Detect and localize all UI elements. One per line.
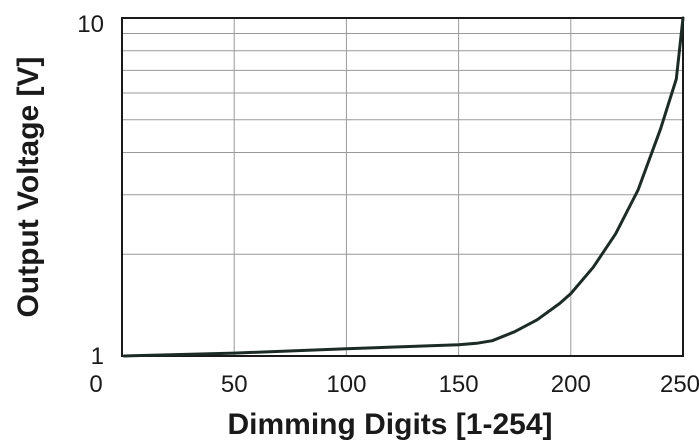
x-axis-title: Dimming Digits [1-254]: [227, 408, 552, 441]
y-tick-label: 1: [91, 343, 104, 370]
x-tick-label: 200: [551, 371, 591, 398]
y-tick-label: 10: [77, 11, 104, 38]
x-tick-label: 100: [326, 371, 366, 398]
x-tick-label: 150: [439, 371, 479, 398]
x-tick-label: 250: [660, 371, 699, 398]
voltage-curve: [122, 16, 685, 358]
x-tick-labels: 0 50 100 150 200 250: [89, 371, 699, 398]
y-axis-title: Output Voltage [V]: [12, 56, 45, 317]
x-tick-label: 0: [89, 371, 102, 398]
plot-frame: [121, 17, 684, 357]
grid-lines: [122, 18, 683, 356]
x-tick-label: 50: [221, 371, 248, 398]
y-tick-labels: 1 10: [77, 11, 104, 370]
series-layer: [122, 16, 685, 358]
